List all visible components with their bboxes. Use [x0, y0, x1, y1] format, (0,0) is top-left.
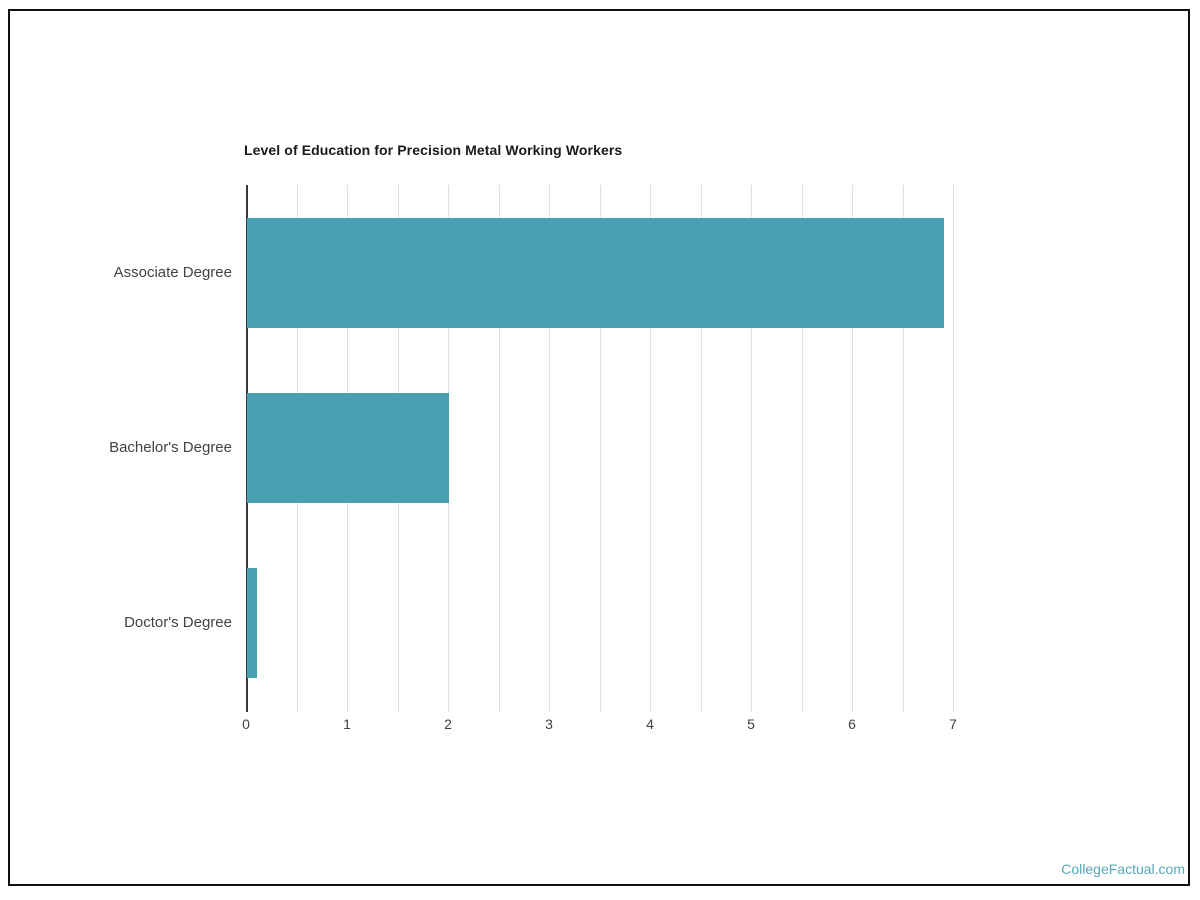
- bar-doctor-s-degree[interactable]: [247, 567, 258, 678]
- gridline: [498, 185, 500, 712]
- gridline: [549, 185, 550, 712]
- gridline: [953, 185, 954, 712]
- gridline: [852, 185, 853, 712]
- watermark-link[interactable]: CollegeFactual.com: [1061, 861, 1185, 877]
- gridline: [902, 185, 904, 712]
- chart-title: Level of Education for Precision Metal W…: [244, 142, 623, 158]
- x-tick-label: 0: [242, 716, 250, 732]
- category-label: Doctor's Degree: [124, 613, 232, 631]
- bar-bachelor-s-degree[interactable]: [247, 392, 449, 503]
- x-tick-label: 6: [848, 716, 856, 732]
- page-border: [8, 9, 1190, 886]
- bar-associate-degree[interactable]: [247, 217, 944, 328]
- x-tick-label: 7: [949, 716, 957, 732]
- x-tick-label: 2: [444, 716, 452, 732]
- x-tick-label: 1: [343, 716, 351, 732]
- plot-area: [246, 185, 954, 712]
- category-label: Bachelor's Degree: [109, 438, 232, 456]
- x-tick-label: 4: [646, 716, 654, 732]
- gridline: [801, 185, 803, 712]
- gridline: [650, 185, 651, 712]
- gridline: [751, 185, 752, 712]
- gridline: [700, 185, 702, 712]
- x-tick-label: 5: [747, 716, 755, 732]
- gridline: [599, 185, 601, 712]
- category-axis: Associate Degree Bachelor's Degree Doctor'…: [0, 185, 232, 710]
- x-tick-label: 3: [545, 716, 553, 732]
- category-label: Associate Degree: [113, 263, 232, 281]
